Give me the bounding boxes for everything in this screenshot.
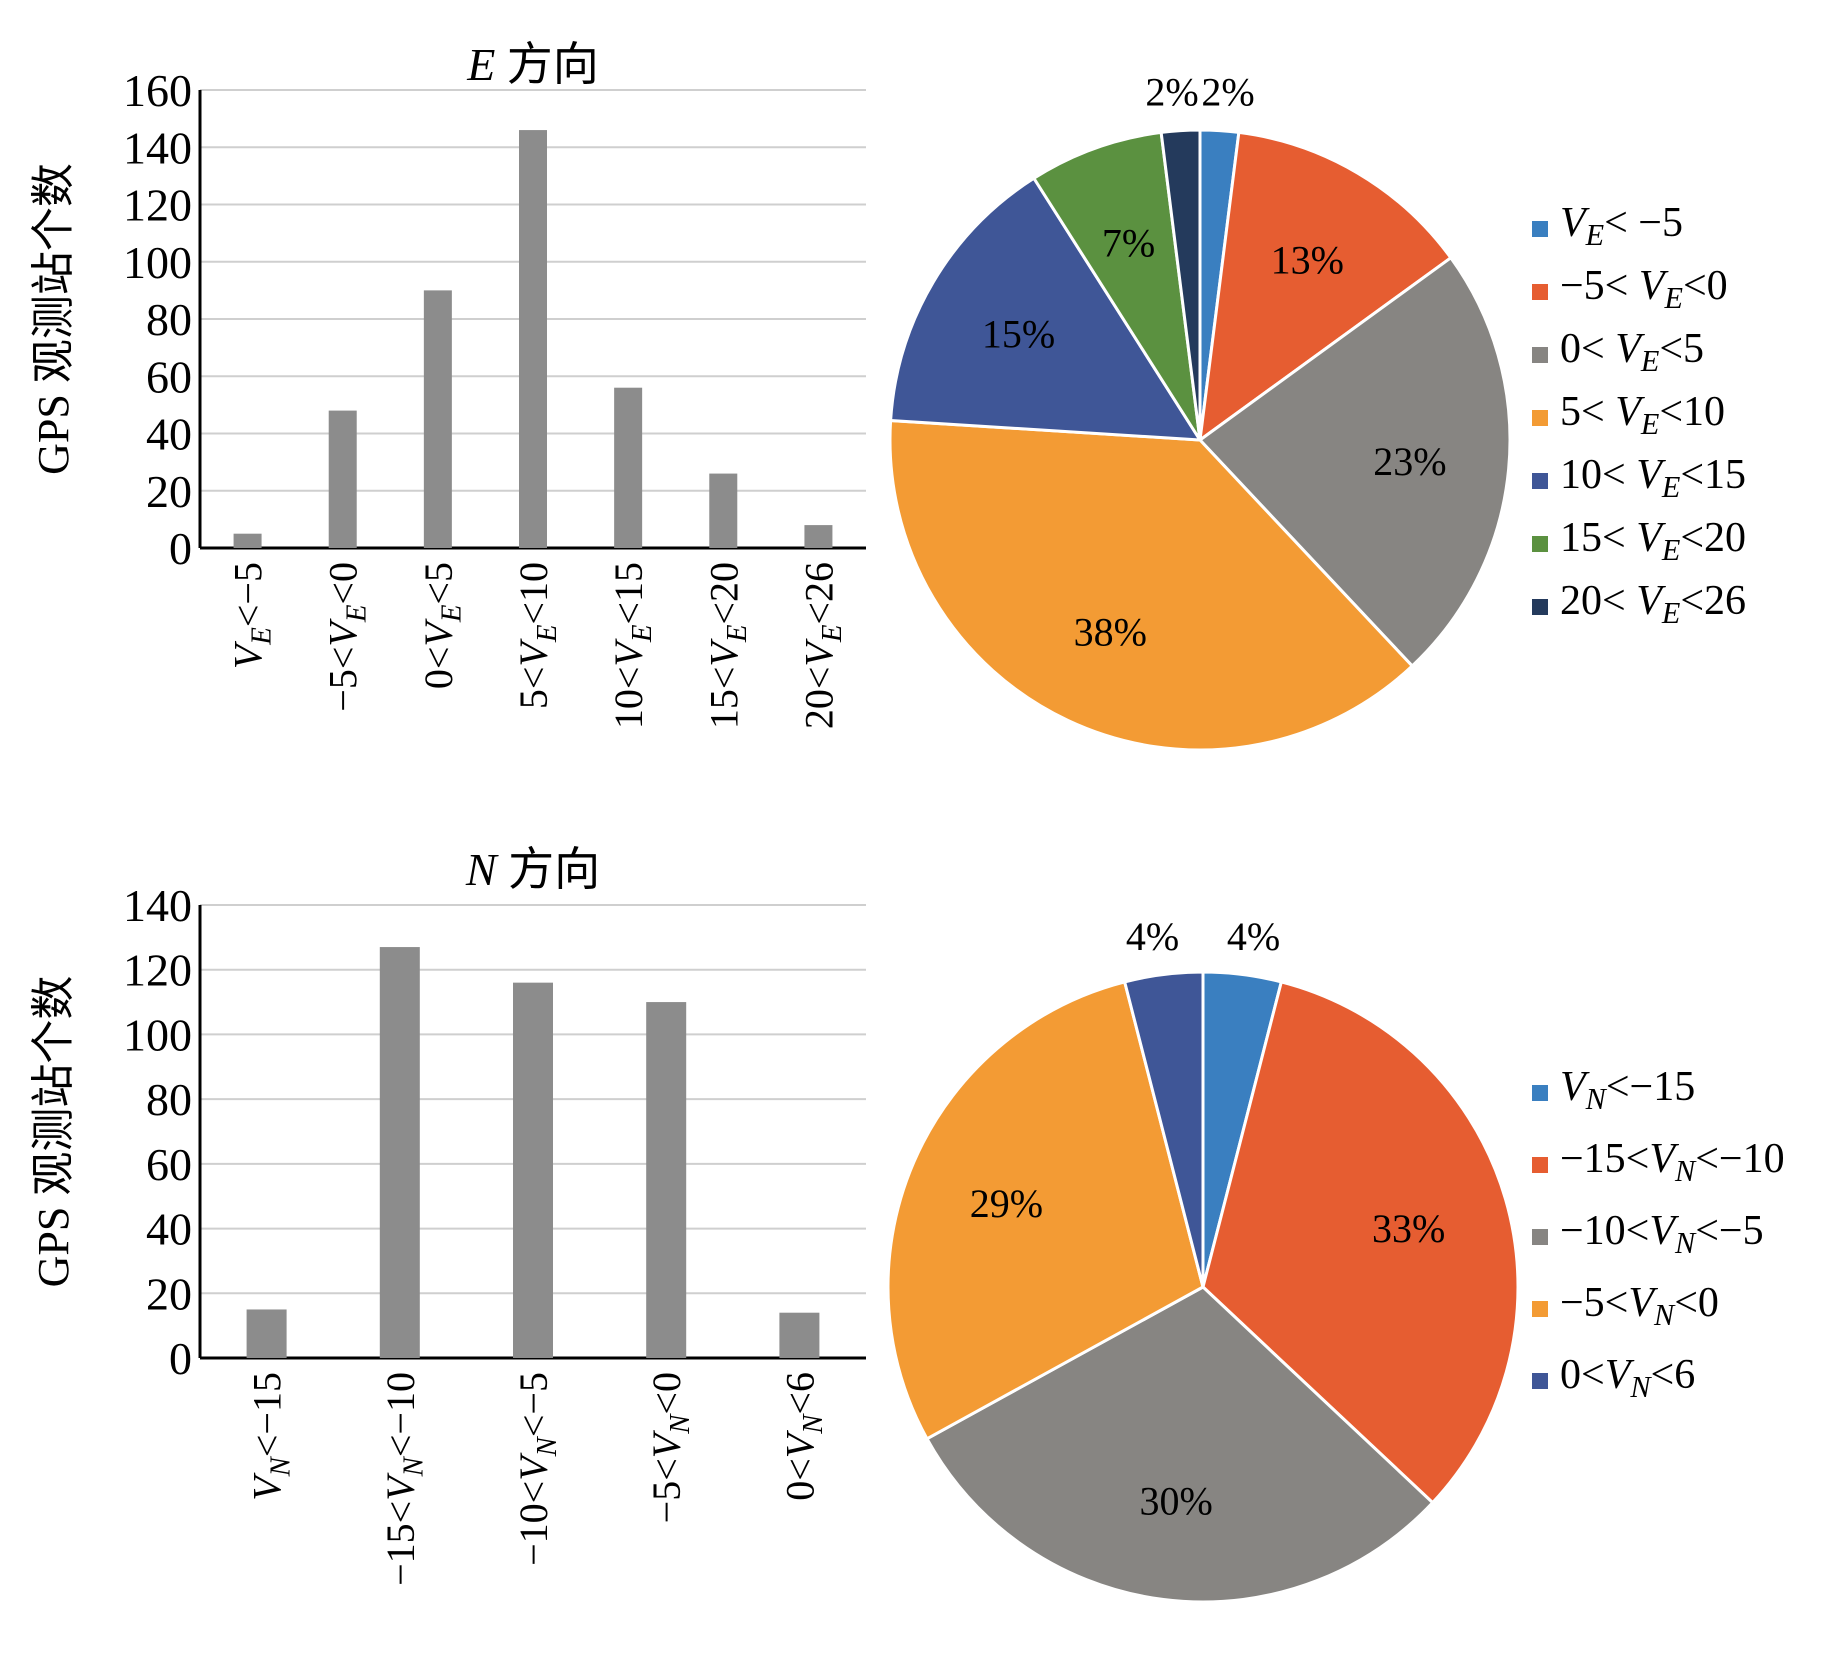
chart-title: E 方向 <box>466 39 599 90</box>
y-tick-label: 20 <box>146 1268 192 1319</box>
x-tick-label: 20<VE​<26 <box>796 562 848 729</box>
bar <box>804 525 833 548</box>
legend-swatch <box>1532 221 1548 237</box>
slice-label: 13% <box>1271 238 1344 283</box>
slice-label: 15% <box>982 312 1055 357</box>
legend-label: 5< VE​<10 <box>1560 389 1725 441</box>
legend-swatch <box>1532 536 1548 552</box>
bar <box>519 130 547 548</box>
pie-slice <box>886 980 1205 1441</box>
pie-slice <box>1159 128 1202 441</box>
x-tick-label: 0<VE​<5 <box>416 562 468 689</box>
legend-swatch <box>1532 1157 1548 1173</box>
legend-label: −5<VN​<0 <box>1560 1280 1719 1332</box>
slice-label: 4% <box>1227 914 1280 959</box>
legend-swatch <box>1532 599 1548 615</box>
slice-label: 2% <box>1201 70 1254 115</box>
slice-label: 30% <box>1139 1479 1212 1524</box>
legend-label: 20< VE​<26 <box>1560 578 1746 630</box>
bar <box>614 387 643 548</box>
slice-label: 7% <box>1102 221 1155 266</box>
y-tick-label: 80 <box>146 294 192 345</box>
legend-label: VE​< −5 <box>1560 200 1683 252</box>
slice-label: 33% <box>1372 1206 1445 1251</box>
x-tick-label: −5<VE​<0 <box>321 562 373 712</box>
legend-swatch <box>1532 1373 1548 1389</box>
legend-swatch <box>1532 1301 1548 1317</box>
x-tick-label: VN​<−15 <box>245 1372 297 1501</box>
x-tick-label: VE​<−5 <box>226 562 278 669</box>
legend-label: 10< VE​<15 <box>1560 452 1746 504</box>
x-tick-label: 10<VE​<15 <box>606 562 658 729</box>
pie-slice <box>1031 130 1202 441</box>
y-tick-label: 140 <box>123 880 192 931</box>
y-tick-label: 40 <box>146 1204 192 1255</box>
bar <box>233 533 262 548</box>
x-tick-label: 15<VE​<20 <box>701 562 753 729</box>
legend-swatch <box>1532 284 1548 300</box>
legend-swatch <box>1532 347 1548 363</box>
legend-swatch <box>1532 1229 1548 1245</box>
y-tick-label: 100 <box>123 1009 192 1060</box>
legend-label: −15<VN​<−10 <box>1560 1136 1785 1188</box>
y-axis-label: GPS 观测站个数 <box>29 976 78 1288</box>
legend-label: −10<VN​<−5 <box>1560 1208 1764 1260</box>
legend-label: 0< VE​<5 <box>1560 326 1704 378</box>
pie-slice <box>1197 255 1512 669</box>
bar <box>513 982 553 1358</box>
bar <box>328 410 357 548</box>
bar-chart-e-direction: 0 20 40 60 80 100 120 140 160 E 方向 GPS 观测站个数 VE​<−5… <box>29 39 866 729</box>
bar <box>423 290 452 548</box>
pie-chart-n-direction: 4% 33% 30% 29% 4% VN​<−15 −15<VN​<−10 −10<VN​<−… <box>886 914 1785 1604</box>
legend-swatch <box>1532 473 1548 489</box>
legend-label: −5< VE​<0 <box>1560 263 1728 315</box>
slice-label: 4% <box>1126 914 1179 959</box>
slice-label: 2% <box>1145 70 1198 115</box>
y-tick-label: 0 <box>169 523 192 574</box>
slice-label: 23% <box>1373 439 1446 484</box>
y-tick-label: 80 <box>146 1074 192 1125</box>
bar <box>246 1309 287 1358</box>
x-tick-label: 0<VN​<6 <box>777 1372 829 1501</box>
y-tick-label: 100 <box>123 237 192 288</box>
x-tick-label: −10<VN​<−5 <box>511 1372 563 1566</box>
y-tick-label: 0 <box>169 1333 192 1384</box>
pie-slice <box>1122 970 1205 1288</box>
y-tick-label: 140 <box>123 122 192 173</box>
bar <box>379 947 420 1358</box>
legend-label: 0<VN​<6 <box>1560 1352 1695 1404</box>
y-axis-label: GPS 观测站个数 <box>29 163 78 475</box>
pie-slice <box>1198 130 1453 444</box>
x-tick-label: 5<VE​<10 <box>511 562 563 709</box>
pie-slice <box>888 418 1415 752</box>
y-tick-label: 120 <box>123 945 192 996</box>
legend-swatch <box>1532 410 1548 426</box>
y-tick-label: 40 <box>146 409 192 460</box>
x-tick-label: −15<VN​<−10 <box>378 1372 430 1586</box>
x-tick-label: −5<VN​<0 <box>644 1372 696 1523</box>
bar-chart-n-direction: 0 20 40 60 80 100 120 140 N 方向 GPS 观测站个数 VN​<−15 −1… <box>29 844 866 1586</box>
pie-slice <box>1201 980 1520 1505</box>
legend-label: 15< VE​<20 <box>1560 515 1746 567</box>
y-tick-label: 60 <box>146 1139 192 1190</box>
slice-label: 38% <box>1074 610 1147 655</box>
pie-slice <box>924 1285 1435 1604</box>
bar <box>646 1002 687 1358</box>
y-tick-label: 20 <box>146 466 192 517</box>
pie-chart-e-direction: 2% 13% 23% 38% 15% 7% 2% VE​< −5 −5< VE​<0 0< VE​… <box>888 70 1746 752</box>
y-tick-label: 160 <box>123 65 192 116</box>
bar <box>779 1312 820 1358</box>
slice-label: 29% <box>970 1181 1043 1226</box>
bar <box>709 473 738 548</box>
y-tick-label: 120 <box>123 180 192 231</box>
pie-slice <box>889 176 1203 442</box>
legend-swatch <box>1532 1085 1548 1101</box>
chart-title: N 方向 <box>465 844 600 895</box>
y-tick-label: 60 <box>146 351 192 402</box>
legend-label: VN​<−15 <box>1560 1064 1695 1116</box>
